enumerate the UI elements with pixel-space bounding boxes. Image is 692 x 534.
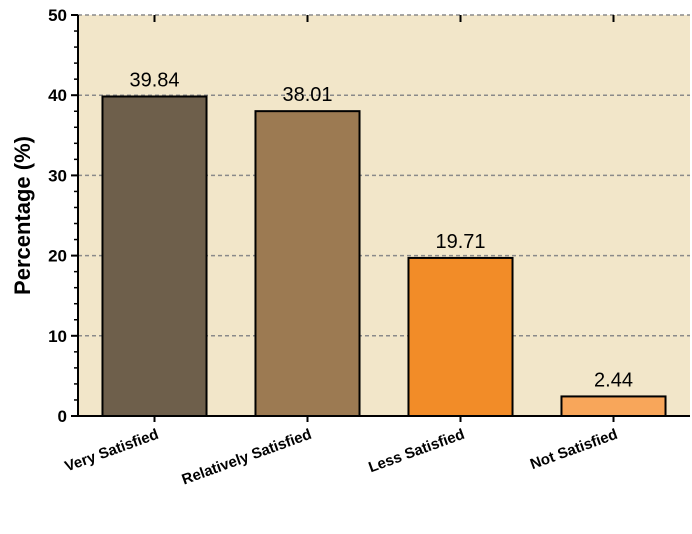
- data-label: 19.71: [435, 231, 485, 253]
- bar: [560, 395, 667, 418]
- bar: [407, 256, 514, 418]
- y-tick-label: 30: [48, 166, 67, 185]
- y-tick-label: 50: [48, 6, 67, 25]
- data-label: 2.44: [594, 369, 633, 391]
- bar: [254, 110, 361, 418]
- y-tick-label: 0: [58, 407, 67, 426]
- y-tick-label: 10: [48, 327, 67, 346]
- data-label: 38.01: [282, 84, 332, 106]
- y-tick-label: 40: [48, 86, 67, 105]
- bars: [101, 95, 667, 418]
- x-category-label: Very Satisfied: [63, 426, 161, 476]
- axes: [71, 14, 690, 422]
- data-label: 39.84: [129, 69, 179, 91]
- bar: [101, 95, 208, 418]
- y-tick-label: 20: [48, 247, 67, 266]
- x-category-label: Relatively Satisfied: [180, 426, 314, 489]
- x-category-label: Less Satisfied: [366, 426, 467, 476]
- y-axis-title: Percentage (%): [10, 136, 35, 295]
- x-category-label: Not Satisfied: [528, 426, 620, 473]
